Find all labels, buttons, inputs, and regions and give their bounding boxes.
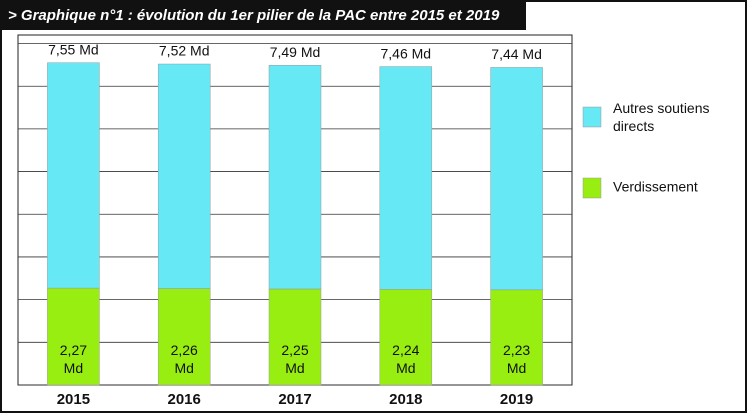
bar-segment <box>157 288 211 386</box>
bar-segment <box>379 289 433 386</box>
bar-segment <box>490 289 543 386</box>
bar-segment <box>379 66 433 290</box>
legend-label: Verdissement <box>613 179 698 195</box>
title-bar <box>0 0 526 30</box>
total-label: 7,49 Md <box>270 44 321 60</box>
x-tick-label: 2017 <box>278 391 311 408</box>
bar-segment <box>47 287 100 386</box>
chart-title: > Graphique n°1 : évolution du 1er pilie… <box>8 7 500 24</box>
x-tick-label: 2015 <box>57 391 90 408</box>
bar-segment <box>268 288 322 386</box>
value-label: 2,25 Md <box>281 342 308 376</box>
x-tick-label: 2016 <box>168 391 201 408</box>
legend-swatch <box>582 106 602 128</box>
bar-segment <box>157 63 211 289</box>
bar-segment <box>490 67 543 291</box>
value-label: 2,27 Md <box>60 342 87 376</box>
total-label: 7,55 Md <box>48 41 99 57</box>
x-tick-label: 2018 <box>389 391 422 408</box>
legend-swatch <box>582 177 602 199</box>
value-label: 2,24 Md <box>392 342 419 376</box>
value-label: 2,23 Md <box>503 342 530 376</box>
bar-segment <box>268 65 322 290</box>
total-label: 7,44 Md <box>491 46 542 62</box>
bar-segment <box>47 62 100 289</box>
x-tick-label: 2019 <box>500 391 533 408</box>
value-label: 2,26 Md <box>171 342 198 376</box>
total-label: 7,52 Md <box>159 43 210 59</box>
legend-label: Autres soutiens directs <box>613 100 710 134</box>
total-label: 7,46 Md <box>381 45 432 61</box>
